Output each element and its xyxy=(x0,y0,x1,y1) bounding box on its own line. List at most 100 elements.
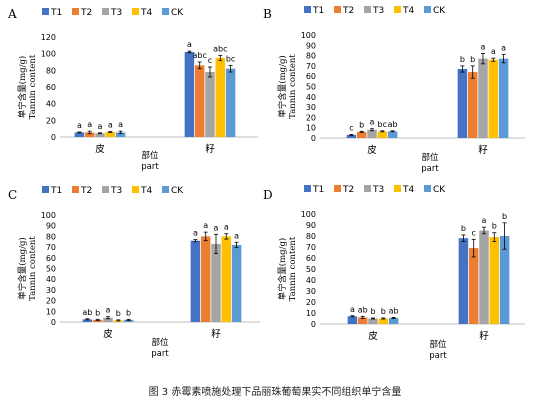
significance-letter: b xyxy=(116,309,121,318)
y-tick-label: 0 xyxy=(51,133,56,142)
legend-swatch-t3 xyxy=(364,185,371,192)
legend-swatch-t1 xyxy=(304,185,311,192)
bar-t4 xyxy=(215,57,226,138)
x-axis-label-cn: 部位 xyxy=(421,152,439,163)
legend-swatch-ck xyxy=(162,186,169,193)
y-tick-label: 100 xyxy=(41,211,56,220)
bar-t1 xyxy=(82,319,93,322)
y-tick-label: 40 xyxy=(306,93,316,102)
legend-swatch-t1 xyxy=(42,8,49,15)
significance-letter: abc xyxy=(193,51,207,60)
bar-t4 xyxy=(221,236,232,322)
y-tick-label: 100 xyxy=(41,50,56,59)
y-tick-label: 20 xyxy=(306,298,316,307)
bar-t2 xyxy=(357,317,368,324)
x-axis-label-cn: 部位 xyxy=(151,337,169,348)
legend-label-t3: T3 xyxy=(372,185,384,195)
y-tick-label: 30 xyxy=(46,286,56,295)
y-tick-label: 70 xyxy=(306,243,316,252)
significance-letter: b xyxy=(470,55,475,64)
y-tick-label: 10 xyxy=(46,307,56,316)
legend-label-t1: T1 xyxy=(50,186,62,196)
y-axis-label-cn: 单宁含量(mg/g) xyxy=(17,237,28,299)
y-tick-label: 50 xyxy=(46,265,56,274)
bar-t3 xyxy=(368,318,378,324)
significance-letter: a xyxy=(106,306,111,315)
bar-t2 xyxy=(468,248,479,324)
bar-t3 xyxy=(211,243,221,322)
y-tick-label: 100 xyxy=(301,31,316,40)
bar-ck xyxy=(498,58,509,138)
y-tick-label: 120 xyxy=(41,33,56,42)
significance-letter: a xyxy=(193,229,198,238)
chart-panel-a: A T1 T2 T3 T4 CK 0 20 40 60 80 100 120 单宁含量(mg/g) Tann… xyxy=(7,7,258,172)
bar-ck xyxy=(123,319,134,322)
y-axis-label-cn: 单宁含量(mg/g) xyxy=(277,55,288,117)
x-axis-label-en: part xyxy=(421,164,439,174)
significance-letter: c xyxy=(471,228,475,237)
x-axis-label-en: part xyxy=(151,349,169,359)
legend-label-ck: CK xyxy=(171,186,184,196)
significance-letter: a xyxy=(224,223,229,232)
y-tick-label: 80 xyxy=(46,232,56,241)
legend-swatch-t4 xyxy=(132,186,139,193)
figure-caption: 图 3 赤霉素喷施处理下品丽珠葡萄果实不同组织单宁含量 xyxy=(148,387,402,398)
significance-letter: a xyxy=(350,305,355,314)
bar-ck xyxy=(231,244,242,322)
y-tick-label: 10 xyxy=(306,124,316,133)
y-tick-label: 30 xyxy=(306,287,316,296)
y-tick-label: 90 xyxy=(306,41,316,50)
y-axis-label-en: Tannin content xyxy=(288,54,298,119)
chart-panel-d: D T1 T2 T3 T4 CK 0 10 20 30 40 50 60 70 80 90 100 单宁含量(mg… xyxy=(263,185,525,361)
bar-ck xyxy=(388,317,399,324)
bar-t1 xyxy=(346,134,357,138)
legend-label-t2: T2 xyxy=(80,8,92,18)
bar-t3 xyxy=(478,58,488,138)
category-label: 皮 xyxy=(103,328,113,340)
significance-letter: a xyxy=(491,47,496,56)
bar-t2 xyxy=(467,72,478,138)
y-tick-label: 0 xyxy=(51,318,56,327)
bar-t4 xyxy=(488,59,499,138)
legend-swatch-t4 xyxy=(394,6,401,13)
significance-letter: ab xyxy=(358,305,368,314)
bar-t4 xyxy=(377,131,388,138)
legend-label-t3: T3 xyxy=(372,6,384,16)
y-tick-label: 20 xyxy=(46,116,56,125)
significance-letter: abc xyxy=(213,44,227,53)
y-tick-label: 0 xyxy=(311,134,316,143)
y-tick-label: 90 xyxy=(46,222,56,231)
category-label: 籽 xyxy=(479,330,489,342)
legend-label-t4: T4 xyxy=(140,8,152,18)
y-tick-label: 60 xyxy=(306,254,316,263)
significance-letter: a xyxy=(234,231,239,240)
y-tick-label: 80 xyxy=(46,66,56,75)
legend-swatch-t4 xyxy=(394,185,401,192)
bar-t2 xyxy=(194,65,205,137)
legend-label-t4: T4 xyxy=(402,6,414,16)
significance-letter: b xyxy=(460,55,465,64)
legend-swatch-t1 xyxy=(304,6,311,13)
y-tick-label: 30 xyxy=(306,103,316,112)
y-tick-label: 10 xyxy=(306,309,316,318)
bar-t4 xyxy=(489,237,500,324)
legend-label-ck: CK xyxy=(433,185,446,195)
bar-ck xyxy=(499,236,510,324)
y-tick-label: 90 xyxy=(306,221,316,230)
significance-letter: b xyxy=(359,120,364,129)
bar-t2 xyxy=(200,236,211,322)
bar-t3 xyxy=(479,230,489,324)
y-tick-label: 80 xyxy=(306,52,316,61)
category-label: 籽 xyxy=(205,143,215,155)
legend-swatch-t2 xyxy=(72,186,79,193)
y-tick-label: 20 xyxy=(46,297,56,306)
y-tick-label: 40 xyxy=(46,275,56,284)
category-label: 籽 xyxy=(478,144,488,156)
chart-panel-c: C T1 T2 T3 T4 CK0102030405060708090100单宁含量(mg… xyxy=(8,186,260,359)
category-label: 籽 xyxy=(211,328,221,340)
significance-letter: b xyxy=(461,224,466,233)
legend-label-ck: CK xyxy=(171,8,184,18)
y-tick-label: 60 xyxy=(46,83,56,92)
